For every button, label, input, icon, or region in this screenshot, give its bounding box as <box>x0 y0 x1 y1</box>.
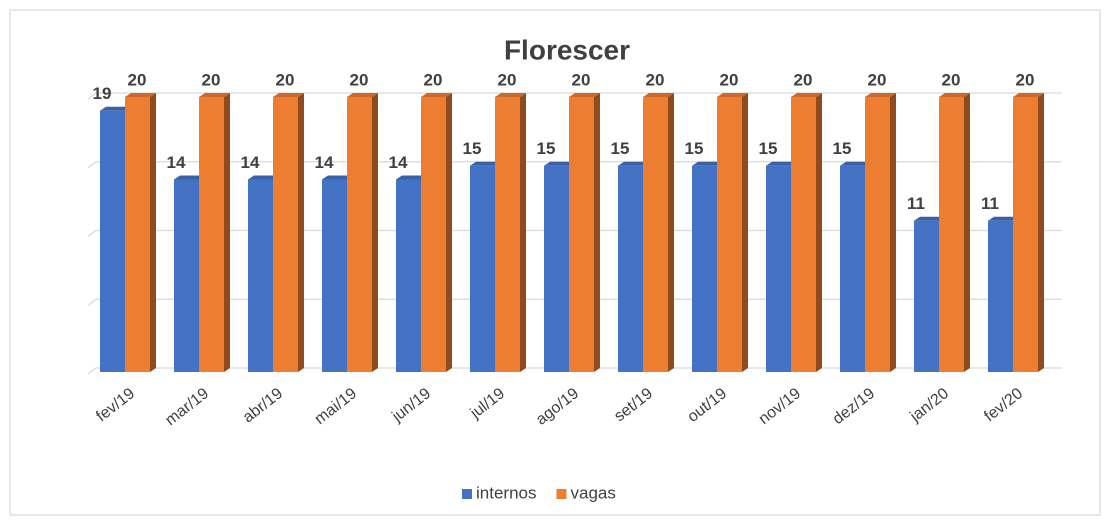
bar-depth <box>594 93 600 372</box>
data-label: 11 <box>981 194 999 213</box>
bar <box>421 97 446 372</box>
bar-top <box>347 93 378 97</box>
legend-label: internos <box>476 483 536 502</box>
bar-top <box>100 106 131 111</box>
data-label: 15 <box>685 139 704 158</box>
bar-top <box>322 175 353 180</box>
bar-top <box>495 93 526 97</box>
bar-top <box>692 161 723 166</box>
bar <box>248 179 273 372</box>
bar-top <box>199 93 230 97</box>
bar <box>347 97 372 372</box>
bar-top <box>618 161 649 166</box>
bar-top <box>273 93 304 97</box>
bar-depth <box>520 93 526 372</box>
bar-depth <box>890 93 896 372</box>
bar-depth <box>742 93 748 372</box>
bar-top <box>766 161 797 166</box>
bar <box>544 165 569 372</box>
bar <box>939 97 964 372</box>
bar <box>174 179 199 372</box>
data-label: 20 <box>350 70 369 89</box>
bar <box>766 165 791 372</box>
data-label: 11 <box>907 194 925 213</box>
data-label: 20 <box>942 70 961 89</box>
bar <box>396 179 421 372</box>
bar <box>199 97 224 372</box>
legend-label: vagas <box>570 483 615 502</box>
bar <box>643 97 668 372</box>
bar <box>618 165 643 372</box>
bar-depth <box>816 93 822 372</box>
data-label: 20 <box>202 70 221 89</box>
bar-depth <box>668 93 674 372</box>
bar <box>273 97 298 372</box>
bar-depth <box>372 93 378 372</box>
bar <box>791 97 816 372</box>
data-label: 14 <box>389 153 408 172</box>
bar-top <box>939 93 970 97</box>
bar-top <box>125 93 156 97</box>
bar-depth <box>964 93 970 372</box>
bar-top <box>174 175 205 180</box>
bar-top <box>988 216 1019 221</box>
data-label: 20 <box>276 70 295 89</box>
data-label: 19 <box>93 84 112 103</box>
bar-top <box>569 93 600 97</box>
bar-top <box>396 175 427 180</box>
bar-depth <box>224 93 230 372</box>
data-label: 14 <box>241 153 260 172</box>
bar-depth <box>298 93 304 372</box>
bar-top <box>643 93 674 97</box>
data-label: 14 <box>167 153 186 172</box>
legend-swatch <box>556 489 567 499</box>
bar <box>840 165 865 372</box>
bar <box>914 220 939 372</box>
data-label: 15 <box>759 139 778 158</box>
bar-top <box>865 93 896 97</box>
data-label: 15 <box>833 139 852 158</box>
bar-top <box>717 93 748 97</box>
data-label: 15 <box>463 139 482 158</box>
bar-top <box>1013 93 1044 97</box>
data-label: 20 <box>720 70 739 89</box>
bar-top <box>248 175 279 180</box>
data-label: 14 <box>315 153 334 172</box>
bar <box>322 179 347 372</box>
bar-top <box>791 93 822 97</box>
bar-top <box>470 161 501 166</box>
bar-depth <box>1038 93 1044 372</box>
bar-top <box>914 216 945 221</box>
bar <box>865 97 890 372</box>
bar-depth <box>446 93 452 372</box>
bar <box>692 165 717 372</box>
data-label: 15 <box>611 139 630 158</box>
data-label: 20 <box>424 70 443 89</box>
legend-swatch <box>462 489 472 499</box>
data-label: 20 <box>794 70 813 89</box>
chart-title: Florescer <box>504 34 630 65</box>
bar <box>988 220 1013 372</box>
bar-depth <box>150 93 156 372</box>
data-label: 20 <box>868 70 887 89</box>
bar-top <box>421 93 452 97</box>
data-label: 20 <box>572 70 591 89</box>
bar <box>100 110 125 372</box>
bar <box>717 97 742 372</box>
bar-top <box>840 161 871 166</box>
data-label: 15 <box>537 139 556 158</box>
bar <box>470 165 495 372</box>
bar <box>1013 97 1038 372</box>
data-label: 20 <box>646 70 665 89</box>
bar <box>569 97 594 372</box>
bar-top <box>544 161 575 166</box>
data-label: 20 <box>128 70 147 89</box>
data-label: 20 <box>498 70 517 89</box>
bar <box>125 97 150 372</box>
bar <box>495 97 520 372</box>
data-label: 20 <box>1016 70 1035 89</box>
